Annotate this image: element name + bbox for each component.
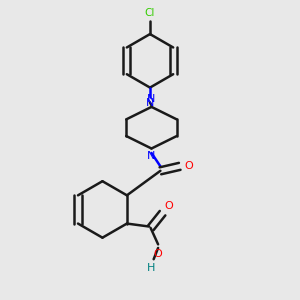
Text: H: H	[146, 263, 155, 273]
Text: N: N	[147, 152, 156, 161]
Text: O: O	[164, 201, 173, 211]
Text: Cl: Cl	[145, 8, 155, 18]
Text: O: O	[184, 161, 193, 171]
Text: N: N	[146, 98, 154, 108]
Text: O: O	[153, 248, 162, 259]
Text: N: N	[147, 94, 156, 104]
